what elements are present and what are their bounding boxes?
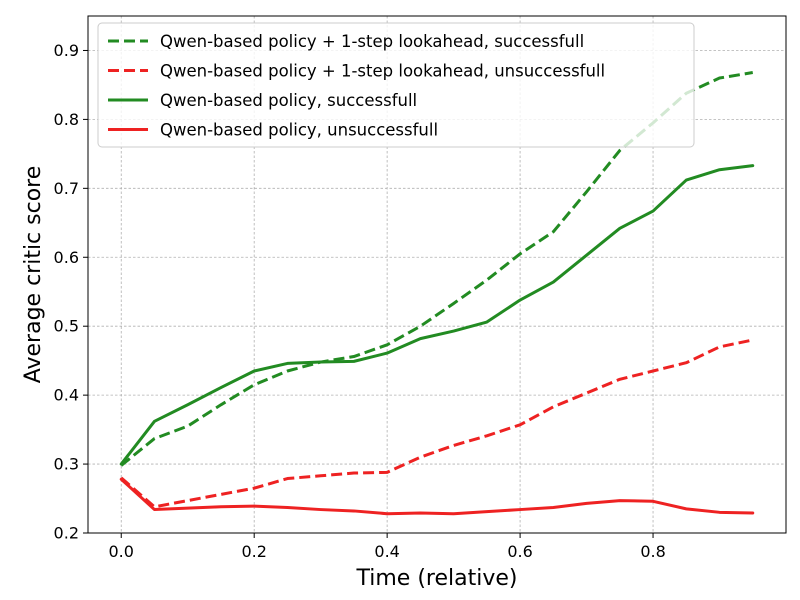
x-axis-label: Time (relative): [356, 566, 518, 591]
y-tick-label: 0.2: [54, 524, 79, 543]
y-tick-label: 0.7: [54, 179, 79, 198]
series-layer: [119, 71, 755, 516]
y-tick-label: 0.5: [54, 317, 79, 336]
legend-label-3: Qwen-based policy, successfull: [160, 91, 417, 110]
plot-frame: [87, 15, 787, 534]
axis-ticks: 0.0 0.2 0.4 0.6 0.8 0.2 0.3 0.4 0.5 0.6 0.7 0.8 0.9: [54, 41, 666, 561]
x-tick-label: 0.2: [241, 542, 266, 561]
y-tick-label: 0.4: [54, 386, 79, 405]
y-tick-label: 0.9: [54, 41, 79, 60]
legend: Qwen-based policy + 1-step lookahead, su…: [97, 22, 695, 148]
y-axis-label: Average critic score: [21, 166, 46, 384]
y-tick-label: 0.3: [54, 455, 79, 474]
x-tick-label: 0.4: [374, 542, 399, 561]
legend-box: [97, 22, 695, 148]
y-tick-label: 0.6: [54, 248, 79, 267]
series-line-4: [119, 477, 755, 516]
series-line-3: [119, 164, 755, 466]
x-tick-label: 0.0: [109, 542, 134, 561]
legend-label-2: Qwen-based policy + 1-step lookahead, un…: [160, 62, 605, 81]
x-tick-label: 0.8: [640, 542, 665, 561]
series-line-2: [120, 338, 754, 509]
series-line-1: [120, 71, 754, 467]
y-tick-label: 0.8: [54, 110, 79, 129]
legend-label-4: Qwen-based policy, unsuccessfull: [160, 121, 438, 140]
x-tick-label: 0.6: [507, 542, 532, 561]
legend-label-1: Qwen-based policy + 1-step lookahead, su…: [160, 32, 584, 51]
